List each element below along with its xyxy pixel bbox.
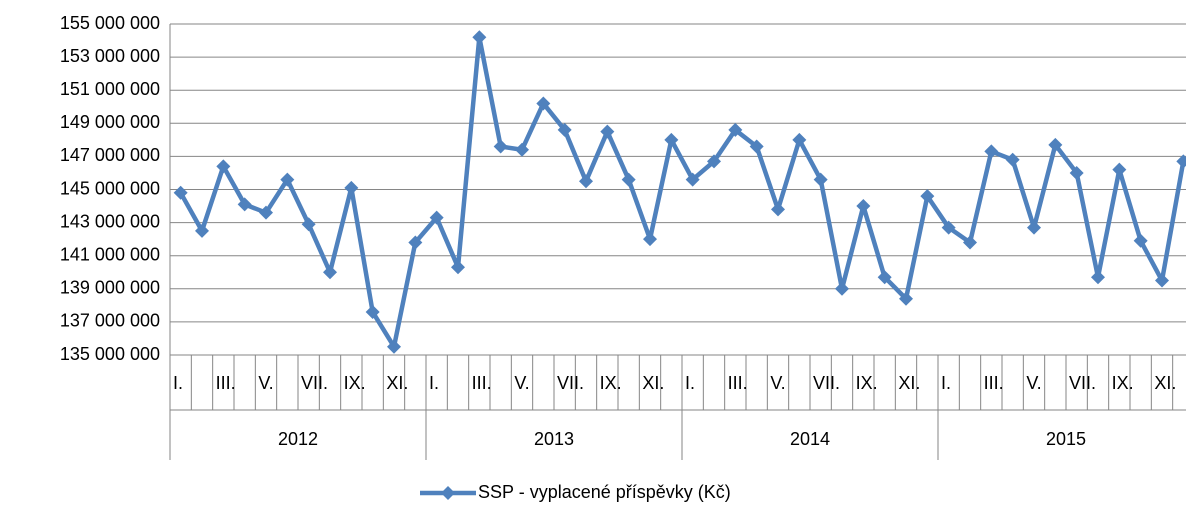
y-tick-label: 143 000 000 xyxy=(60,211,160,231)
x-tick-label: I. xyxy=(941,373,951,393)
x-tick-label: I. xyxy=(685,373,695,393)
point-marker xyxy=(259,205,273,220)
point-marker xyxy=(579,174,593,189)
point-marker xyxy=(984,144,999,159)
point-marker xyxy=(493,139,508,154)
x-tick-label: III. xyxy=(472,373,492,393)
point-marker xyxy=(1048,137,1063,152)
point-marker xyxy=(941,220,956,235)
legend-label: SSP - vyplacené příspěvky (Kč) xyxy=(478,482,731,502)
x-tick-label: IX. xyxy=(600,373,622,393)
point-marker xyxy=(749,139,764,154)
x-tick-label: XI. xyxy=(1154,373,1176,393)
point-marker xyxy=(835,281,849,296)
x-tick-label: III. xyxy=(216,373,236,393)
point-marker xyxy=(1005,152,1020,167)
point-marker xyxy=(536,96,551,111)
point-marker xyxy=(323,265,337,280)
x-tick-label: V. xyxy=(770,373,785,393)
x-tick-label: I. xyxy=(429,373,439,393)
y-tick-label: 151 000 000 xyxy=(60,79,160,99)
y-tick-label: 147 000 000 xyxy=(60,145,160,165)
point-marker xyxy=(1069,165,1084,180)
x-tick-label: IX. xyxy=(856,373,878,393)
point-marker xyxy=(1133,233,1148,248)
x-tick-label: IX. xyxy=(1112,373,1134,393)
point-marker xyxy=(173,185,188,200)
year-label: 2012 xyxy=(278,429,318,449)
point-marker xyxy=(664,132,679,147)
year-label: 2015 xyxy=(1046,429,1086,449)
y-tick-label: 153 000 000 xyxy=(60,46,160,66)
point-marker xyxy=(685,172,700,187)
x-tick-label: VII. xyxy=(813,373,840,393)
point-marker xyxy=(963,235,977,250)
x-tick-label: I. xyxy=(173,373,183,393)
point-marker xyxy=(792,132,807,147)
point-marker xyxy=(408,235,423,250)
x-tick-label: V. xyxy=(258,373,273,393)
point-marker xyxy=(813,172,828,187)
x-tick-label: XI. xyxy=(386,373,408,393)
y-tick-label: 141 000 000 xyxy=(60,244,160,264)
point-marker xyxy=(899,291,913,306)
point-marker xyxy=(728,122,743,137)
x-tick-label: IX. xyxy=(344,373,366,393)
x-tick-label: V. xyxy=(1026,373,1041,393)
x-tick-label: III. xyxy=(728,373,748,393)
series-line xyxy=(178,34,1186,349)
x-tick-label: VII. xyxy=(301,373,328,393)
point-marker xyxy=(643,232,657,247)
point-marker xyxy=(195,223,209,238)
point-marker xyxy=(387,339,401,354)
year-label: 2013 xyxy=(534,429,574,449)
point-marker xyxy=(216,159,231,174)
point-marker xyxy=(877,270,892,285)
point-marker xyxy=(707,154,721,169)
point-marker xyxy=(621,172,636,187)
point-marker xyxy=(301,217,316,232)
y-tick-label: 137 000 000 xyxy=(60,311,160,331)
point-marker xyxy=(365,304,380,319)
point-marker xyxy=(1176,154,1186,169)
y-tick-label: 135 000 000 xyxy=(60,344,160,364)
point-marker xyxy=(451,260,465,275)
point-marker xyxy=(1112,162,1127,177)
y-tick-label: 145 000 000 xyxy=(60,178,160,198)
point-marker xyxy=(1027,220,1041,235)
x-tick-label: III. xyxy=(984,373,1004,393)
x-tick-label: VII. xyxy=(1069,373,1096,393)
point-marker xyxy=(472,30,487,45)
point-marker xyxy=(1155,273,1169,288)
point-marker xyxy=(344,180,359,195)
point-marker xyxy=(920,189,935,204)
point-marker xyxy=(237,197,252,212)
x-tick-label: VII. xyxy=(557,373,584,393)
point-marker xyxy=(856,199,871,214)
y-tick-label: 139 000 000 xyxy=(60,278,160,298)
x-tick-label: XI. xyxy=(642,373,664,393)
y-tick-label: 149 000 000 xyxy=(60,112,160,132)
point-marker xyxy=(429,210,444,225)
x-tick-label: XI. xyxy=(898,373,920,393)
point-marker xyxy=(771,202,785,217)
year-label: 2014 xyxy=(790,429,830,449)
point-marker xyxy=(557,122,572,137)
x-tick-label: V. xyxy=(514,373,529,393)
point-marker xyxy=(600,124,615,139)
point-marker xyxy=(280,172,295,187)
point-marker xyxy=(1091,270,1105,285)
point-marker xyxy=(515,142,529,157)
y-tick-label: 155 000 000 xyxy=(60,13,160,33)
legend-marker xyxy=(441,486,455,500)
